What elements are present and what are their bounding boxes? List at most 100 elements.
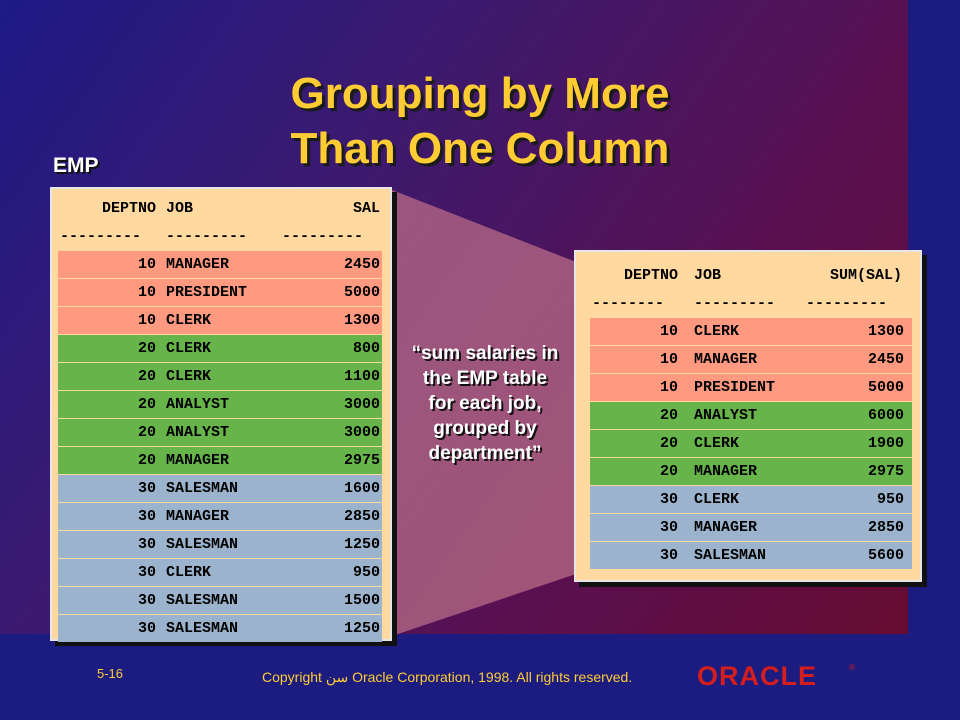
title-line-1: Grouping by More: [290, 69, 670, 118]
cell-job: MANAGER: [166, 256, 230, 273]
emp_table-row: 10 PRESIDENT 5000: [58, 279, 382, 306]
slide-title: Grouping by More Than One Column: [180, 66, 780, 176]
cell-sal: 2975: [343, 452, 380, 469]
cell-sal: 1100: [343, 368, 380, 385]
header-deptno: DEPTNO: [101, 200, 156, 217]
quote-line: for each job,: [428, 393, 542, 414]
emp_table-row: 30 SALESMAN 1500: [58, 587, 382, 614]
cell-job: MANAGER: [694, 519, 758, 536]
emp_table-row: 20 CLERK 800: [58, 335, 382, 362]
result_table-row: 10 PRESIDENT 5000: [590, 374, 912, 401]
cell-deptno: 10: [137, 312, 156, 329]
emp_table-row: 10 CLERK 1300: [58, 307, 382, 334]
cell-deptno: 30: [137, 536, 156, 553]
quote-line: grouped by: [433, 418, 537, 439]
cell-job: ANALYST: [166, 424, 230, 441]
separator-job: ---------: [694, 295, 776, 312]
cell-sal: 1250: [343, 620, 380, 637]
cell-sum: 2850: [867, 519, 904, 536]
slide-number: 5-16: [97, 666, 124, 681]
cell-job: MANAGER: [694, 463, 758, 480]
cell-job: SALESMAN: [166, 480, 239, 497]
result_table-row: 30 SALESMAN 5600: [590, 542, 912, 569]
cell-sal: 1500: [343, 592, 380, 609]
cell-sal: 1600: [343, 480, 380, 497]
emp-header-row: DEPTNO JOB SAL: [52, 195, 388, 222]
cell-job: CLERK: [694, 323, 740, 340]
cell-deptno: 10: [659, 323, 678, 340]
cell-job: CLERK: [166, 312, 212, 329]
cell-sum: 2975: [867, 463, 904, 480]
cell-deptno: 30: [137, 620, 156, 637]
cell-job: SALESMAN: [166, 592, 239, 609]
cell-deptno: 20: [659, 435, 678, 452]
cell-sal: 1300: [343, 312, 380, 329]
emp_table-row: 10 MANAGER 2450: [58, 251, 382, 278]
cell-job: ANALYST: [166, 396, 230, 413]
cell-job: PRESIDENT: [694, 379, 776, 396]
cell-job: CLERK: [694, 435, 740, 452]
emp_table-row: 30 SALESMAN 1250: [58, 615, 382, 642]
cell-deptno: 30: [137, 508, 156, 525]
cell-sal: 3000: [343, 424, 380, 441]
separator-deptno: --------: [592, 295, 665, 312]
cell-deptno: 20: [137, 452, 156, 469]
emp-separator-row: --------- --------- ---------: [52, 223, 388, 250]
cell-deptno: 30: [659, 547, 678, 564]
cell-sum: 950: [876, 491, 904, 508]
cell-job: MANAGER: [166, 452, 230, 469]
footer-band: [0, 634, 960, 720]
emp_table-row: 30 SALESMAN 1250: [58, 531, 382, 558]
emp_table-row: 20 ANALYST 3000: [58, 419, 382, 446]
quote-line: “sum salaries in: [411, 343, 559, 364]
cell-deptno: 10: [659, 379, 678, 396]
cell-deptno: 20: [659, 407, 678, 424]
separator-deptno: ---------: [60, 228, 142, 245]
cell-sum: 1900: [867, 435, 904, 452]
cell-job: SALESMAN: [166, 536, 239, 553]
cell-job: SALESMAN: [694, 547, 767, 564]
emp_table-row: 20 MANAGER 2975: [58, 447, 382, 474]
emp_table-row: 20 CLERK 1100: [58, 363, 382, 390]
copyright-notice: Copyright سن Oracle Corporation, 1998. A…: [262, 669, 633, 685]
title-line-2: Than One Column: [290, 124, 670, 173]
result_table-row: 20 CLERK 1900: [590, 430, 912, 457]
registered-mark-icon: ®: [849, 663, 855, 672]
quote-line: department”: [428, 443, 542, 464]
emp_table-row: 30 CLERK 950: [58, 559, 382, 586]
quote-line: the EMP table: [422, 368, 548, 389]
cell-sal: 2450: [343, 256, 380, 273]
result_table-row: 10 CLERK 1300: [590, 318, 912, 345]
cell-deptno: 10: [137, 256, 156, 273]
header-job: JOB: [694, 267, 722, 284]
separator-sum-sal: ---------: [806, 295, 888, 312]
cell-deptno: 20: [137, 396, 156, 413]
emp-table: DEPTNO JOB SAL --------- --------- -----…: [50, 187, 392, 642]
result_table-row: 20 ANALYST 6000: [590, 402, 912, 429]
header-sal: SAL: [352, 200, 380, 217]
cell-job: ANALYST: [694, 407, 758, 424]
result-separator-row: -------- --------- ---------: [576, 290, 918, 317]
emp_table-row: 30 SALESMAN 1600: [58, 475, 382, 502]
cell-sal: 5000: [343, 284, 380, 301]
cell-job: CLERK: [694, 491, 740, 508]
oracle-logo-text: ORACLE: [697, 661, 817, 690]
cell-sal: 3000: [343, 396, 380, 413]
separator-job: ---------: [166, 228, 248, 245]
result_table-row: 30 CLERK 950: [590, 486, 912, 513]
cell-sum: 5600: [867, 547, 904, 564]
result_table-row: 30 MANAGER 2850: [590, 514, 912, 541]
cell-sum: 6000: [867, 407, 904, 424]
cell-sal: 1250: [343, 536, 380, 553]
cell-job: CLERK: [166, 368, 212, 385]
cell-sal: 950: [352, 564, 380, 581]
cell-deptno: 30: [659, 491, 678, 508]
cell-sal: 800: [352, 340, 380, 357]
cell-sum: 1300: [867, 323, 904, 340]
cell-deptno: 10: [137, 284, 156, 301]
cell-sal: 2850: [343, 508, 380, 525]
explanation-quote: “sum salaries in the EMP table for each …: [396, 341, 574, 466]
result-header-row: DEPTNO JOB SUM(SAL): [576, 262, 918, 289]
result_table-row: 20 MANAGER 2975: [590, 458, 912, 485]
